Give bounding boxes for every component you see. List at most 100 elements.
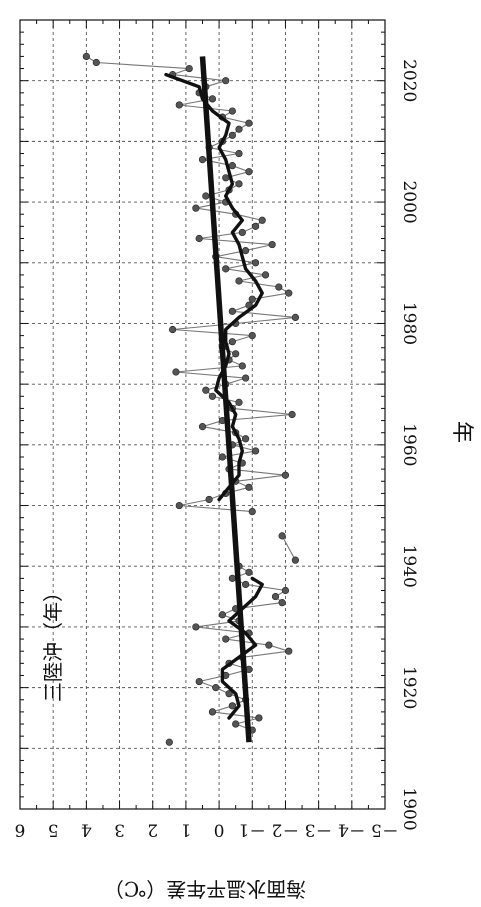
annual-point bbox=[255, 714, 263, 722]
annual-point bbox=[285, 289, 293, 297]
annual-point bbox=[195, 677, 203, 686]
y-tick-label: 0 bbox=[214, 820, 225, 840]
y-tick-label: 5 bbox=[48, 820, 59, 840]
annual-point bbox=[238, 228, 246, 237]
annual-point bbox=[198, 155, 207, 164]
annual-point bbox=[251, 447, 260, 455]
running-mean-line bbox=[220, 576, 264, 720]
annual-point bbox=[281, 471, 290, 479]
annual-point bbox=[175, 101, 183, 109]
x-tick-label: 1900 bbox=[399, 787, 419, 830]
annual-point bbox=[212, 684, 220, 692]
annual-point bbox=[232, 350, 240, 358]
chart-title: 三陸沖（年） bbox=[41, 582, 65, 702]
annual-point bbox=[268, 240, 276, 249]
plot-frame bbox=[19, 19, 386, 810]
annual-point bbox=[165, 738, 173, 746]
y-tick-label: －1 bbox=[238, 820, 266, 840]
annual-point bbox=[251, 222, 260, 230]
x-tick-labels: 1900 1920 1940 1960 1980 2000 2020 bbox=[399, 59, 419, 831]
annual-point bbox=[242, 435, 250, 443]
annual-point bbox=[228, 307, 236, 315]
annual-point bbox=[225, 690, 233, 698]
annual-point bbox=[228, 702, 236, 710]
y-axis-title: 海面水温平年差（℃） bbox=[104, 877, 306, 901]
annual-point bbox=[208, 95, 217, 103]
annual-point bbox=[169, 325, 177, 334]
x-tick-label: 2020 bbox=[399, 59, 419, 102]
annual-point bbox=[291, 556, 300, 564]
annual-point bbox=[278, 532, 286, 540]
y-tick-label: －5 bbox=[371, 820, 399, 840]
annual-point bbox=[208, 708, 217, 716]
annual-point bbox=[228, 162, 236, 170]
annual-point bbox=[202, 386, 210, 394]
annual-point bbox=[248, 508, 256, 516]
annual-point bbox=[265, 641, 273, 649]
annual-point bbox=[222, 635, 230, 643]
annual-point bbox=[235, 149, 243, 158]
annual-point bbox=[278, 599, 286, 607]
annual-point bbox=[218, 611, 227, 619]
annual-point bbox=[192, 204, 200, 212]
annual-point bbox=[82, 52, 90, 61]
annual-point bbox=[248, 332, 256, 340]
annual-point bbox=[228, 107, 236, 115]
x-tick-label: 1940 bbox=[399, 545, 419, 588]
annual-point bbox=[172, 368, 180, 376]
annual-point bbox=[261, 271, 270, 279]
annual-point bbox=[208, 392, 217, 400]
annual-point bbox=[238, 362, 246, 370]
annual-point bbox=[285, 647, 293, 655]
annual-point bbox=[242, 580, 250, 589]
y-tick-label: －4 bbox=[338, 820, 366, 840]
annual-point bbox=[92, 58, 100, 67]
annual-point bbox=[235, 277, 243, 285]
running-mean-line bbox=[164, 72, 264, 502]
trend-line bbox=[199, 56, 252, 743]
annual-point bbox=[198, 423, 207, 431]
annual-point bbox=[202, 192, 210, 200]
annual-point bbox=[248, 295, 256, 303]
annual-point bbox=[228, 338, 236, 346]
annual-point bbox=[228, 574, 236, 582]
axis-ticks bbox=[19, 19, 386, 810]
annual-point bbox=[235, 398, 243, 406]
annual-point bbox=[245, 168, 253, 176]
y-tick-label: －3 bbox=[305, 820, 333, 840]
annual-point bbox=[251, 259, 260, 267]
y-tick-label: 6 bbox=[15, 820, 26, 840]
x-tick-label: 1980 bbox=[399, 302, 419, 345]
annual-point bbox=[222, 77, 230, 85]
annual-point bbox=[235, 125, 243, 133]
x-tick-label: 1920 bbox=[399, 666, 419, 709]
x-tick-label: 2000 bbox=[399, 180, 419, 223]
y-tick-label: 2 bbox=[147, 820, 158, 840]
annual-line bbox=[86, 55, 296, 513]
annual-point bbox=[205, 495, 213, 504]
annual-point bbox=[245, 119, 253, 127]
y-tick-label: 3 bbox=[114, 820, 125, 840]
annual-point bbox=[185, 64, 193, 73]
annual-point bbox=[271, 592, 280, 601]
annual-point bbox=[291, 313, 300, 321]
grid bbox=[20, 20, 385, 809]
annual-point bbox=[245, 568, 253, 576]
annual-point bbox=[175, 501, 183, 510]
annual-point bbox=[242, 374, 250, 382]
annual-point bbox=[218, 453, 227, 461]
y-tick-label: 1 bbox=[180, 820, 191, 840]
annual-point bbox=[232, 720, 240, 728]
annual-line bbox=[281, 535, 296, 561]
annual-point bbox=[258, 216, 266, 224]
x-axis-title: 年 bbox=[449, 421, 474, 443]
annual-point bbox=[288, 410, 296, 419]
annual-point bbox=[242, 247, 250, 255]
annual-point bbox=[275, 283, 283, 291]
annual-point bbox=[192, 623, 200, 631]
annual-point bbox=[245, 483, 253, 491]
annual-point bbox=[228, 131, 236, 139]
y-tick-label: －2 bbox=[272, 820, 300, 840]
annual-point bbox=[281, 586, 290, 595]
